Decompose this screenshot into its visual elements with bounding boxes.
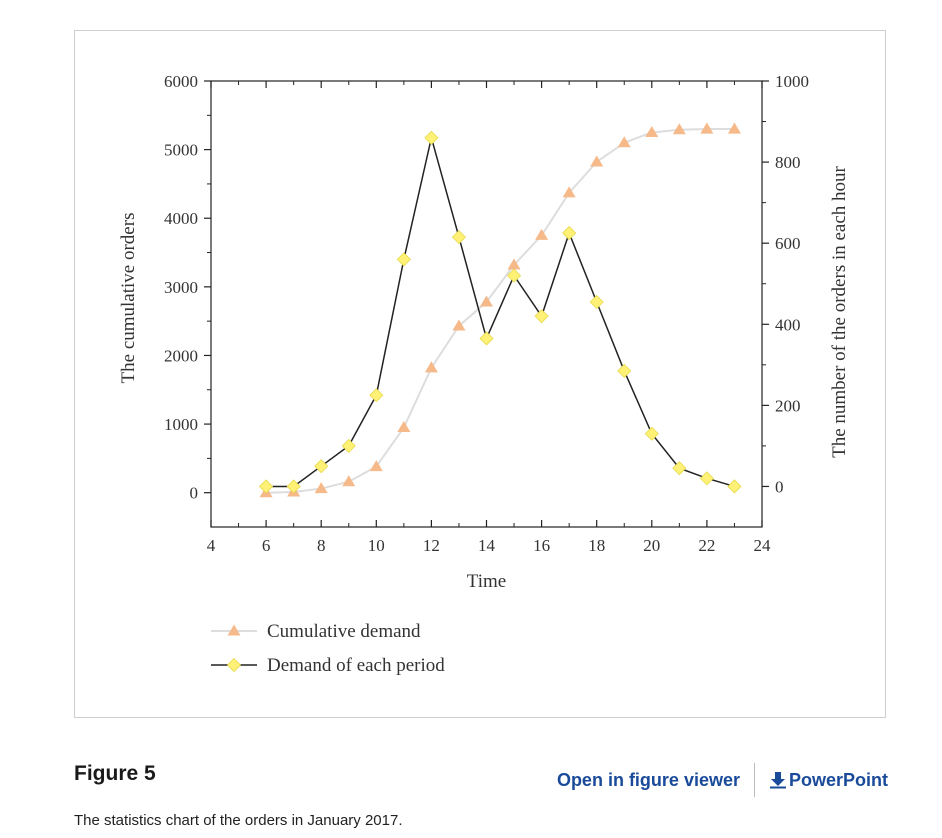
cumulative-demand-point xyxy=(590,155,604,167)
y-tick-label: 0 xyxy=(190,484,199,503)
x-tick-label: 4 xyxy=(207,536,216,555)
cumulative-demand-point xyxy=(535,228,549,240)
y-tick-label: 4000 xyxy=(164,209,198,228)
figure-actions: Open in figure viewer PowerPoint xyxy=(557,763,888,797)
x-tick-label: 24 xyxy=(754,536,772,555)
download-icon xyxy=(769,772,786,789)
y-tick-label: 2000 xyxy=(164,346,198,365)
cumulative-demand-point xyxy=(342,475,356,487)
x-tick-label: 12 xyxy=(423,536,440,555)
actions-divider xyxy=(753,763,755,797)
x-axis-title: Time xyxy=(467,571,506,592)
demand-of-each-period-point xyxy=(479,331,494,346)
demand-of-each-period-point xyxy=(286,479,301,494)
demand-of-each-period-point xyxy=(424,130,439,145)
cumulative-demand-point xyxy=(397,421,411,433)
cumulative-demand-point xyxy=(507,258,521,270)
demand-of-each-period-point xyxy=(259,479,274,494)
x-tick-label: 6 xyxy=(262,536,271,555)
cumulative-demand-point xyxy=(452,319,466,331)
demand-of-each-period-point xyxy=(699,471,714,486)
cumulative-demand-point xyxy=(424,361,438,373)
demand-of-each-period-point xyxy=(562,225,577,241)
x-tick-label: 10 xyxy=(368,536,385,555)
legend-label-demand-of-each-period: Demand of each period xyxy=(267,655,445,676)
series-line-cumulative-demand xyxy=(266,128,735,494)
cumulative-demand-point xyxy=(480,295,493,307)
figure-frame: 4 6 8 10 12 14 16 18 20 22 24 0 1000 2000 3000 4000 5000… xyxy=(74,30,886,718)
x-tick-label: 16 xyxy=(533,536,550,555)
y2-tick-label: 200 xyxy=(775,396,801,415)
legend-marker-demand-of-each-period xyxy=(226,657,242,673)
y-tick-label: 6000 xyxy=(164,72,198,91)
y-tick-label: 1000 xyxy=(164,415,198,434)
cumulative-demand-point xyxy=(727,122,741,134)
figure-label: Figure 5 xyxy=(74,762,156,785)
demand-of-each-period-point xyxy=(672,461,687,476)
demand-of-each-period-point xyxy=(451,230,467,245)
cumulative-demand-point xyxy=(369,460,383,472)
demand-of-each-period-point xyxy=(589,294,604,310)
open-figure-viewer-link[interactable]: Open in figure viewer xyxy=(556,769,740,790)
y-tick-label: 5000 xyxy=(164,141,198,160)
y2-tick-label: 0 xyxy=(775,477,784,496)
y2-tick-label: 800 xyxy=(775,153,801,172)
chart: 4 6 8 10 12 14 16 18 20 22 24010002000300040005000… xyxy=(118,72,850,676)
cumulative-demand-point xyxy=(617,136,631,148)
demand-of-each-period-point xyxy=(314,459,329,474)
demand-of-each-period-point xyxy=(369,388,384,403)
y-tick-label: 3000 xyxy=(164,278,198,297)
demand-of-each-period-point xyxy=(341,438,356,453)
y-axis-title: The cumulative orders xyxy=(118,213,139,384)
y2-tick-label: 400 xyxy=(775,315,801,334)
demand-of-each-period-point xyxy=(534,309,549,324)
y2-tick-label: 600 xyxy=(775,234,801,253)
x-tick-label: 8 xyxy=(317,536,326,555)
cumulative-demand-point xyxy=(314,482,328,494)
demand-of-each-period-point xyxy=(644,426,659,441)
x-tick-label: 20 xyxy=(643,536,660,555)
powerpoint-download-link[interactable]: PowerPoint xyxy=(769,770,888,791)
demand-of-each-period-point xyxy=(727,479,742,494)
y2-axis-title: The number of the orders in each hour xyxy=(829,165,850,457)
figure-caption: The statistics chart of the orders in Ja… xyxy=(74,812,403,829)
powerpoint-label: PowerPoint xyxy=(788,769,888,790)
series-line-demand-of-each-period xyxy=(266,137,735,488)
cumulative-demand-point xyxy=(700,122,714,134)
legend-label-cumulative-demand: Cumulative demand xyxy=(267,621,421,642)
cumulative-demand-point xyxy=(562,186,576,198)
x-tick-label: 14 xyxy=(478,536,496,555)
y2-tick-label: 1000 xyxy=(775,72,809,91)
x-tick-label: 22 xyxy=(698,536,715,555)
demand-of-each-period-point xyxy=(617,363,632,378)
cumulative-demand-point xyxy=(645,125,659,138)
x-tick-label: 18 xyxy=(588,536,605,555)
cumulative-demand-point xyxy=(672,123,686,135)
legend-marker-cumulative-demand xyxy=(227,624,241,636)
demand-of-each-period-point xyxy=(506,268,522,283)
demand-of-each-period-point xyxy=(396,252,411,267)
